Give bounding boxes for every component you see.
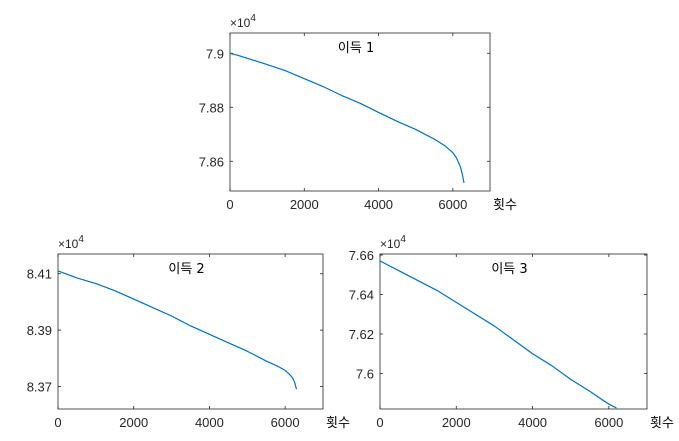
x-tick-label: 4000	[518, 415, 547, 430]
x-tick-label: 2000	[442, 415, 471, 430]
series-line	[379, 260, 617, 409]
y-exponent-power: 4	[78, 234, 84, 245]
x-tick-label: 4000	[195, 415, 224, 430]
plot-area	[379, 253, 648, 410]
chart-title: 이득 1	[338, 41, 374, 56]
chart-title: 이득 2	[168, 262, 204, 277]
plot-area	[229, 32, 491, 192]
y-tick-label: 7.66	[349, 248, 374, 263]
subplot-3: 0 2000 4000 6000 7.6 7.62 7.64 7.66 ×104 이득 3 횟수	[349, 234, 674, 431]
x-axis-label: 횟수	[650, 416, 674, 431]
y-tick-label: 7.88	[199, 100, 224, 115]
y-exponent-power: 4	[250, 13, 256, 24]
subplot-2: 0 2000 4000 6000 8.37 8.39 8.41 ×104 이득 2 횟수	[27, 234, 350, 431]
y-exponent-base: ×10	[58, 237, 79, 251]
x-axis-label: 횟수	[493, 198, 517, 213]
x-tick-label: 6000	[438, 197, 467, 212]
subplot-1: 0 2000 4000 6000 7.86 7.88 7.9 ×104 이득 1 횟수	[199, 13, 517, 213]
x-tick-label: 2000	[290, 197, 319, 212]
y-tick-label: 7.9	[206, 46, 224, 61]
y-exponent-power: 4	[400, 234, 406, 245]
y-tick-label: 7.64	[349, 287, 374, 302]
series-line	[229, 52, 465, 184]
x-tick-label: 0	[54, 415, 61, 430]
y-exponent-label: ×104	[58, 234, 84, 251]
y-tick-label: 8.39	[27, 323, 52, 338]
series-line	[57, 270, 298, 390]
chart-title: 이득 3	[491, 262, 527, 277]
y-tick-label: 8.41	[27, 267, 52, 282]
y-exponent-base: ×10	[380, 237, 401, 251]
y-exponent-label: ×104	[230, 13, 256, 30]
plot-area	[57, 253, 324, 410]
x-tick-label: 2000	[119, 415, 148, 430]
x-tick-label: 4000	[364, 197, 393, 212]
x-tick-label: 0	[226, 197, 233, 212]
y-tick-label: 7.6	[356, 366, 374, 381]
y-tick-label: 8.37	[27, 379, 52, 394]
x-tick-label: 0	[376, 415, 383, 430]
x-tick-label: 6000	[271, 415, 300, 430]
y-exponent-base: ×10	[230, 16, 251, 30]
y-exponent-label: ×104	[380, 234, 406, 251]
y-tick-label: 7.62	[349, 327, 374, 342]
x-axis-label: 횟수	[326, 416, 350, 431]
x-tick-label: 6000	[594, 415, 623, 430]
y-tick-label: 7.86	[199, 154, 224, 169]
